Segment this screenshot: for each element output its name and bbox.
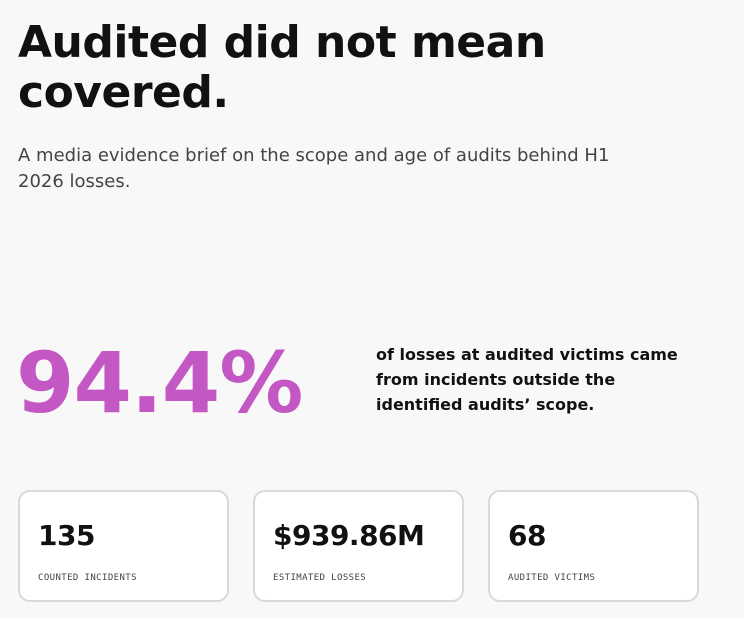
page-subtitle: A media evidence brief on the scope and … xyxy=(18,145,610,192)
page-title: Audited did not mean covered. xyxy=(18,17,546,118)
stat-card-value: 68 xyxy=(508,519,546,552)
stat-card-value: 135 xyxy=(38,519,95,552)
stat-card-value: $939.86M xyxy=(273,519,425,552)
stat-card-audited-victims: 68 AUDITED VICTIMS xyxy=(488,490,699,602)
stat-card-counted-incidents: 135 COUNTED INCIDENTS xyxy=(18,490,229,602)
stat-card-label: ESTIMATED LOSSES xyxy=(273,573,367,583)
stat-card-estimated-losses: $939.86M ESTIMATED LOSSES xyxy=(253,490,464,602)
key-stat-value: 94.4% xyxy=(16,334,303,432)
stat-card-label: COUNTED INCIDENTS xyxy=(38,573,137,583)
key-stat-caption: of losses at audited victims came from i… xyxy=(376,345,678,414)
stat-card-label: AUDITED VICTIMS xyxy=(508,573,596,583)
